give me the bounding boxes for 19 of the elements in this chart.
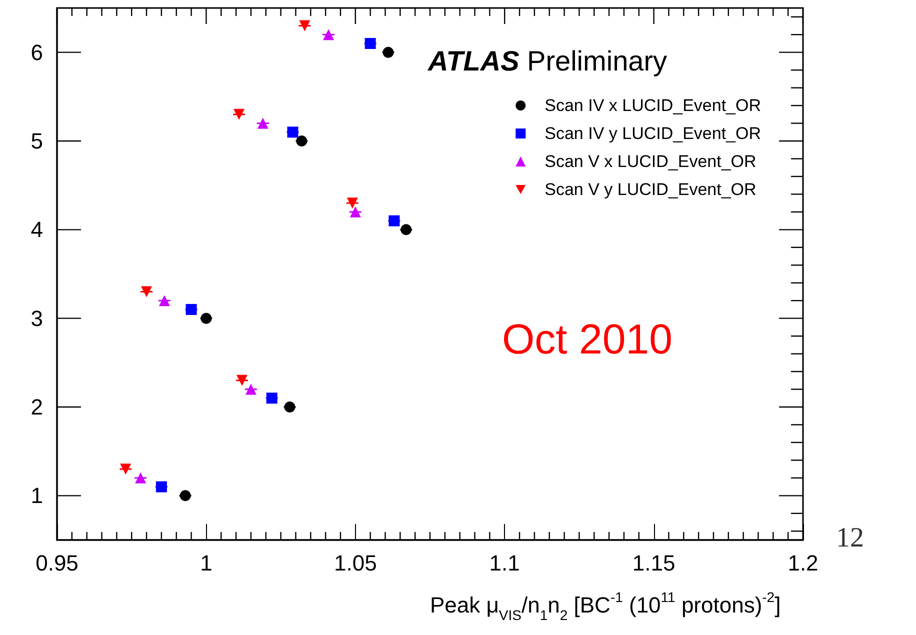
legend-label: Scan IV y LUCID_Event_OR — [544, 124, 762, 143]
y-tick-label: 3 — [30, 306, 43, 331]
annotation: ATLAS Preliminary — [427, 46, 668, 76]
text: 12 — [836, 522, 864, 554]
annotation: Oct 2010 — [502, 316, 672, 362]
legend-label: Scan IV x LUCID_Event_OR — [544, 96, 762, 115]
legend-label: Scan V x LUCID_Event_OR — [544, 152, 756, 171]
x-tick-label: 1 — [200, 550, 212, 576]
y-tick-label: 4 — [30, 217, 43, 242]
x-tick-label: 1.05 — [334, 550, 377, 576]
y-tick-label: 5 — [30, 128, 43, 154]
y-tick-label: 6 — [30, 40, 43, 65]
legend-label: Scan V y LUCID_Event_OR — [544, 180, 756, 199]
x-tick-label: 1.2 — [788, 550, 818, 576]
y-tick-label: 1 — [30, 483, 43, 508]
x-tick-label: 1.1 — [489, 550, 520, 576]
y-tick-label: 2 — [30, 394, 43, 420]
x-tick-label: 1.15 — [632, 550, 676, 576]
x-tick-label: 0.95 — [36, 550, 78, 576]
